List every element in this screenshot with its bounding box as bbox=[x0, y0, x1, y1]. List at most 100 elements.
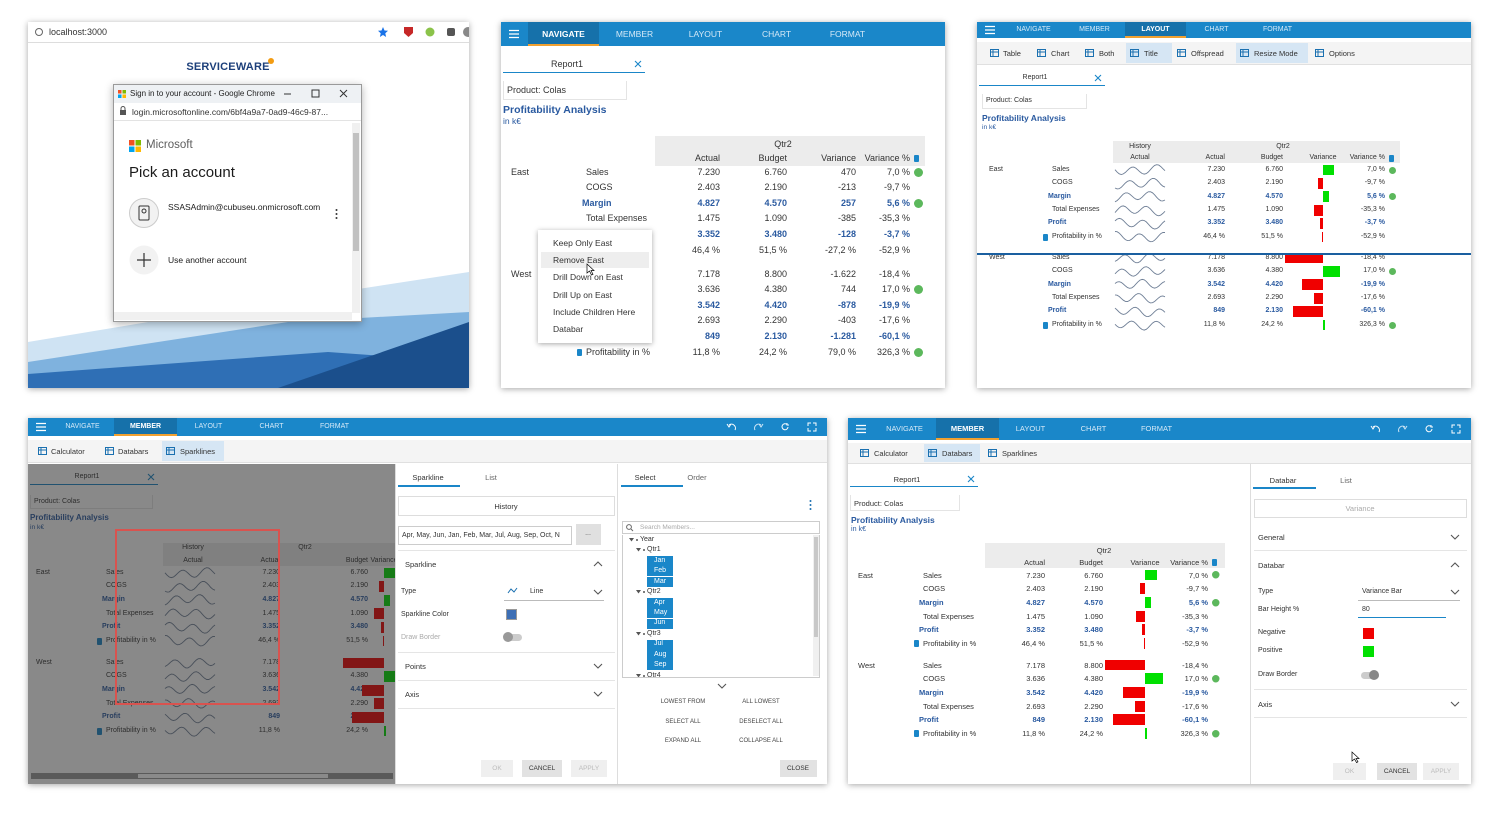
toolbar-item[interactable]: Both bbox=[1099, 48, 1115, 58]
selector-tab[interactable]: Select bbox=[634, 472, 656, 482]
section-title[interactable]: Axis bbox=[1258, 699, 1273, 709]
ribbon-tab[interactable]: LAYOUT bbox=[1015, 424, 1046, 433]
tree-node[interactable]: Mar bbox=[654, 577, 667, 585]
dialog-button-text[interactable]: CLOSE bbox=[786, 765, 810, 773]
measure-label[interactable]: Profitability in % bbox=[1052, 320, 1102, 328]
measure-label[interactable]: Total Expenses bbox=[1052, 294, 1100, 301]
ribbon-tab[interactable]: NAVIGATE bbox=[528, 22, 599, 46]
dialog-tab[interactable]: List bbox=[1340, 475, 1352, 485]
dialog-button-text[interactable]: OK bbox=[492, 765, 502, 773]
selector-action[interactable]: SELECT ALL bbox=[665, 718, 701, 725]
ribbon-tab[interactable]: FORMAT bbox=[1140, 424, 1173, 433]
field-value[interactable]: 80 bbox=[1362, 605, 1370, 613]
toolbar-item[interactable]: Sparklines bbox=[1002, 448, 1038, 458]
tree-node[interactable]: Sep bbox=[654, 661, 667, 669]
toolbar-item[interactable]: Calculator bbox=[51, 446, 85, 456]
ribbon-tab[interactable]: FORMAT bbox=[1262, 26, 1293, 33]
measure-label[interactable]: Margin bbox=[1048, 280, 1071, 288]
region-label[interactable]: East bbox=[989, 165, 1004, 173]
measure-label[interactable]: Sales bbox=[1052, 253, 1070, 261]
tree-node[interactable]: Aug bbox=[654, 650, 667, 658]
measure-label[interactable]: COGS bbox=[1052, 179, 1073, 187]
ribbon-tab[interactable]: CHART bbox=[1204, 26, 1229, 33]
region-label[interactable]: West bbox=[989, 253, 1005, 261]
measure-label[interactable]: Sales bbox=[1052, 165, 1070, 173]
selector-action[interactable]: EXPAND ALL bbox=[664, 738, 702, 745]
field-value[interactable]: Line bbox=[530, 587, 544, 595]
dialog-button-text[interactable]: CANCEL bbox=[1383, 768, 1411, 776]
selector-action[interactable]: DESELECT ALL bbox=[739, 718, 783, 725]
ribbon-tab[interactable]: CHART bbox=[761, 29, 792, 39]
region-label[interactable]: West bbox=[511, 268, 532, 279]
measure-label[interactable]: Total Expenses bbox=[586, 213, 648, 224]
toolbar-item[interactable]: Databars bbox=[118, 446, 149, 456]
measure-label[interactable]: Profit bbox=[1048, 307, 1067, 315]
report-tab[interactable]: Report1 bbox=[1022, 73, 1048, 81]
region-label[interactable]: East bbox=[858, 570, 874, 580]
measure-label[interactable]: COGS bbox=[923, 674, 946, 684]
selector-action[interactable]: ALL LOWEST bbox=[742, 699, 780, 706]
ribbon-tab[interactable]: LAYOUT bbox=[688, 29, 723, 39]
measure-label[interactable]: Profit bbox=[1048, 219, 1067, 227]
region-label[interactable]: East bbox=[511, 166, 530, 177]
ribbon-tab[interactable]: CHART bbox=[1080, 424, 1107, 433]
menu-item[interactable]: Drill Down on East bbox=[553, 272, 623, 283]
dialog-tab[interactable]: Databar bbox=[1269, 475, 1297, 485]
measure-label[interactable]: COGS bbox=[1052, 267, 1073, 275]
other-account[interactable]: Use another account bbox=[168, 254, 247, 265]
measure-label[interactable]: Profitability in % bbox=[586, 346, 651, 357]
toolbar-item[interactable]: Databars bbox=[942, 448, 973, 458]
measure-label[interactable]: Sales bbox=[923, 570, 942, 580]
toolbar-item[interactable]: Chart bbox=[1051, 48, 1070, 58]
report-tab[interactable]: Report1 bbox=[550, 58, 584, 69]
menu-item[interactable]: Keep Only East bbox=[553, 237, 613, 248]
measure-label[interactable]: Total Expenses bbox=[923, 701, 974, 711]
account-email[interactable]: SSASAdmin@cubuseu.onmicrosoft.com bbox=[168, 202, 321, 212]
dialog-button-text[interactable]: OK bbox=[1344, 768, 1355, 776]
ribbon-tab[interactable]: LAYOUT bbox=[1125, 22, 1186, 38]
ribbon-tab[interactable]: NAVIGATE bbox=[1016, 26, 1051, 33]
selector-action[interactable]: LOWEST FROM bbox=[660, 699, 706, 706]
product-filter-text[interactable]: Product: Colas bbox=[507, 85, 567, 96]
section-title[interactable]: General bbox=[1258, 532, 1285, 542]
ribbon-tab[interactable]: CHART bbox=[259, 423, 284, 430]
toolbar-item[interactable]: Options bbox=[1329, 48, 1355, 58]
measure-label[interactable]: COGS bbox=[923, 584, 946, 594]
menu-item[interactable]: Drill Up on East bbox=[553, 289, 613, 300]
tree-node[interactable]: Apr bbox=[654, 598, 665, 606]
search-placeholder[interactable]: Search Members... bbox=[640, 524, 695, 532]
menu-item[interactable]: Databar bbox=[553, 323, 584, 334]
measure-label[interactable]: Sales bbox=[586, 166, 609, 177]
menu-item[interactable]: Include Children Here bbox=[553, 306, 636, 317]
tree-node[interactable]: Year bbox=[640, 535, 655, 543]
measure-label[interactable]: COGS bbox=[586, 182, 613, 193]
product-filter-text[interactable]: Product: Colas bbox=[854, 498, 904, 508]
tree-node[interactable]: Qtr3 bbox=[647, 629, 661, 637]
members-list[interactable]: Apr, May, Jun, Jan, Feb, Mar, Jul, Aug, … bbox=[402, 531, 560, 539]
ribbon-tab[interactable]: NAVIGATE bbox=[886, 424, 923, 433]
dialog-button-text[interactable]: APPLY bbox=[1430, 768, 1452, 776]
product-filter-text[interactable]: Product: Colas bbox=[986, 97, 1032, 105]
menu-item[interactable]: Remove East bbox=[553, 255, 605, 266]
section-title[interactable]: Databar bbox=[1258, 560, 1285, 570]
measure-label[interactable]: Margin bbox=[582, 197, 612, 208]
browse-text[interactable]: ... bbox=[585, 529, 591, 537]
dialog-tab[interactable]: Sparkline bbox=[412, 472, 444, 482]
selector-action[interactable]: COLLAPSE ALL bbox=[739, 738, 783, 745]
tree-node[interactable]: Jul bbox=[654, 640, 663, 648]
toolbar-item[interactable]: Calculator bbox=[874, 448, 908, 458]
dialog-tab[interactable]: List bbox=[485, 472, 497, 482]
dialog-button-text[interactable]: CANCEL bbox=[528, 765, 556, 773]
measure-label[interactable]: Profit bbox=[919, 625, 939, 635]
ribbon-tab[interactable]: NAVIGATE bbox=[65, 423, 100, 430]
measure-label[interactable]: Profitability in % bbox=[1052, 232, 1102, 240]
tree-node[interactable]: Feb bbox=[654, 567, 667, 575]
toolbar-item[interactable]: Sparklines bbox=[180, 446, 216, 456]
ribbon-tab[interactable]: FORMAT bbox=[319, 423, 350, 430]
measure-label[interactable]: Sales bbox=[923, 660, 942, 670]
toolbar-item[interactable]: Offspread bbox=[1191, 48, 1224, 58]
measure-label[interactable]: Profitability in % bbox=[923, 729, 977, 738]
tree-node[interactable]: May bbox=[654, 608, 668, 616]
ribbon-tab[interactable]: MEMBER bbox=[1079, 26, 1110, 33]
toolbar-item[interactable]: Title bbox=[1144, 48, 1158, 58]
